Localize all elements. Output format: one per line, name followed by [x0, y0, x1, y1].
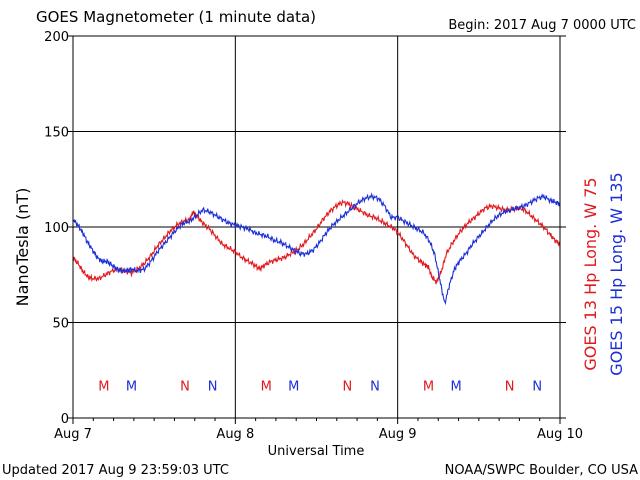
legend-goes15: GOES 15 Hp Long. W 135 — [607, 172, 626, 375]
series-line-goes15 — [72, 192, 561, 306]
y-axis-label: NanoTesla (nT) — [13, 188, 32, 307]
updated-timestamp: Updated 2017 Aug 9 23:59:03 UTC — [2, 463, 229, 478]
event-marker: M — [98, 380, 109, 395]
event-marker: N — [342, 380, 352, 395]
event-marker: M — [423, 380, 434, 395]
y-tick-label: 100 — [44, 221, 69, 236]
event-marker: M — [450, 380, 461, 395]
event-marker: M — [288, 380, 299, 395]
x-tick-label: Aug 10 — [537, 427, 583, 442]
begin-time-label: Begin: 2017 Aug 7 0000 UTC — [448, 18, 636, 33]
x-axis-label: Universal Time — [268, 444, 365, 459]
plot-frame — [72, 35, 561, 419]
legend-goes13: GOES 13 Hp Long. W 75 — [581, 177, 600, 370]
series-layer — [72, 192, 561, 306]
y-tick-label: 150 — [44, 126, 69, 141]
x-tick-label: Aug 7 — [54, 427, 92, 442]
event-marker: N — [532, 380, 542, 395]
event-marker: N — [370, 380, 380, 395]
event-marker: N — [180, 380, 190, 395]
y-tick-label: 50 — [52, 317, 69, 332]
series-line-goes13 — [72, 198, 561, 285]
y-tick-label: 200 — [44, 30, 69, 45]
x-tick-label: Aug 8 — [216, 427, 254, 442]
axis-layer: 0 50 100 150 200 Aug 7 Aug 8 Aug 9 Aug 10 — [44, 30, 583, 442]
event-marker: N — [208, 380, 218, 395]
source-credit: NOAA/SWPC Boulder, CO USA — [445, 463, 638, 478]
x-tick-label: Aug 9 — [379, 427, 417, 442]
event-marker: M — [261, 380, 272, 395]
chart-title: GOES Magnetometer (1 minute data) — [36, 8, 316, 26]
event-marker: N — [505, 380, 515, 395]
y-tick-label: 0 — [61, 412, 69, 427]
event-marker: M — [126, 380, 137, 395]
